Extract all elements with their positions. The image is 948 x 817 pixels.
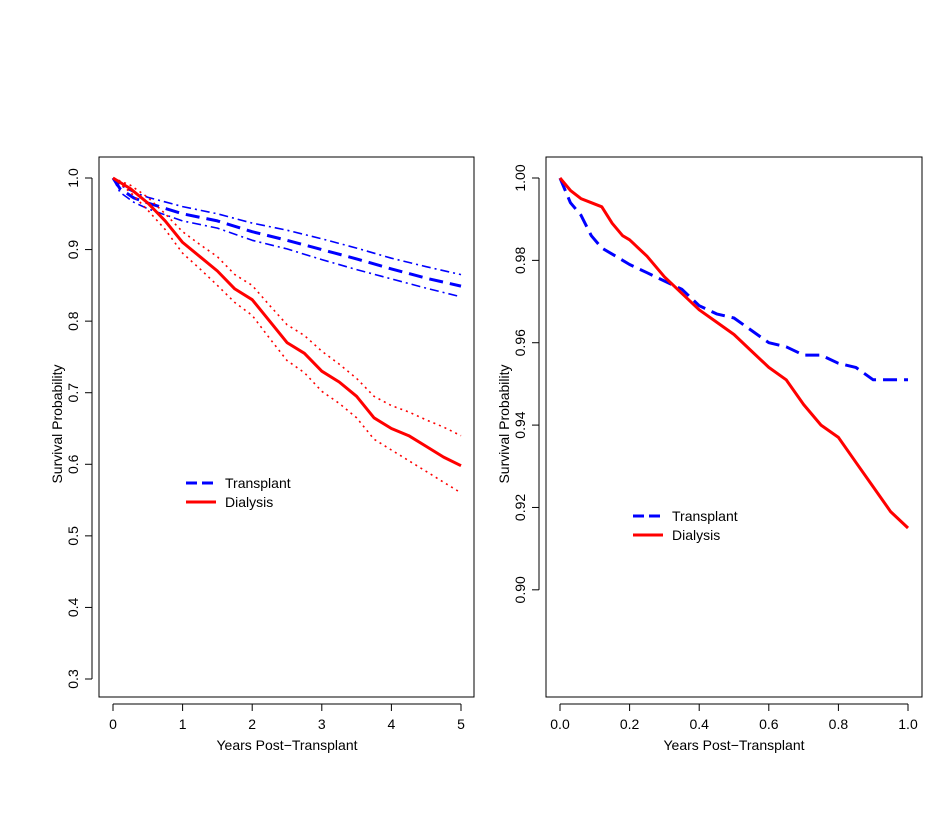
x-tick-label: 0.2 — [620, 716, 640, 732]
x-tick-label: 0.4 — [689, 716, 709, 732]
y-tick-label: 0.96 — [512, 329, 528, 356]
series-line-dialysis-lower — [112, 177, 462, 494]
series-line-transplant-upper — [112, 177, 462, 276]
y-tick-label: 0.8 — [65, 311, 81, 331]
legend-label-dialysis: Dialysis — [672, 527, 720, 543]
legend-label-transplant: Transplant — [225, 475, 291, 491]
y-tick-label: 1.0 — [65, 168, 81, 188]
y-axis: 0.3 0.4 0.5 0.6 0.7 0.8 0.9 1.0 — [65, 168, 93, 689]
plot-frame — [545, 156, 923, 698]
y-axis: 0.90 0.92 0.94 0.96 0.98 1.00 — [512, 164, 540, 603]
x-tick-label: 5 — [457, 716, 465, 732]
y-tick-label: 0.9 — [65, 240, 81, 260]
series-group — [558, 177, 910, 530]
y-tick-label: 1.00 — [512, 164, 528, 191]
y-axis-label: Survival Probability — [49, 364, 65, 483]
plot-frame — [98, 156, 475, 698]
y-tick-label: 0.6 — [65, 454, 81, 474]
x-tick-label: 0.8 — [829, 716, 849, 732]
series-line-transplant-estimate — [111, 177, 462, 288]
y-tick-label: 0.90 — [512, 576, 528, 603]
y-tick-label: 0.3 — [65, 669, 81, 689]
x-axis: 0 1 2 3 4 5 — [109, 703, 465, 732]
x-tick-label: 1.0 — [898, 716, 918, 732]
series-line-dialysis-estimate — [112, 176, 462, 468]
series-line-dialysis-upper — [112, 177, 462, 437]
y-tick-label: 0.7 — [65, 383, 81, 403]
series-line-transplant-estimate — [558, 177, 908, 382]
x-axis-label: Years Post−Transplant — [217, 737, 358, 753]
x-tick-label: 0.6 — [759, 716, 779, 732]
y-tick-label: 0.4 — [65, 597, 81, 617]
legend-label-dialysis: Dialysis — [225, 494, 273, 510]
x-tick-label: 4 — [388, 716, 396, 732]
x-tick-label: 0.0 — [550, 716, 570, 732]
x-tick-label: 2 — [248, 716, 256, 732]
x-tick-label: 1 — [179, 716, 187, 732]
x-axis: 0.0 0.2 0.4 0.6 0.8 1.0 — [550, 703, 918, 732]
y-tick-label: 0.5 — [65, 526, 81, 546]
y-tick-label: 0.92 — [512, 494, 528, 521]
series-line-transplant-lower — [112, 177, 462, 298]
x-axis-label: Years Post−Transplant — [664, 737, 805, 753]
series-group — [111, 176, 462, 494]
series-line-dialysis-estimate — [558, 177, 910, 530]
x-tick-label: 3 — [318, 716, 326, 732]
legend-label-transplant: Transplant — [672, 508, 738, 524]
legend: Transplant Dialysis — [186, 475, 291, 510]
x-tick-label: 0 — [109, 716, 117, 732]
y-tick-label: 0.98 — [512, 247, 528, 274]
y-axis-label: Survival Probability — [496, 364, 512, 483]
chart-panel-2: 0.0 0.2 0.4 0.6 0.8 1.0 Years Post−Transplant 0… — [496, 156, 923, 753]
y-tick-label: 0.94 — [512, 411, 528, 438]
legend: Transplant Dialysis — [633, 508, 738, 543]
